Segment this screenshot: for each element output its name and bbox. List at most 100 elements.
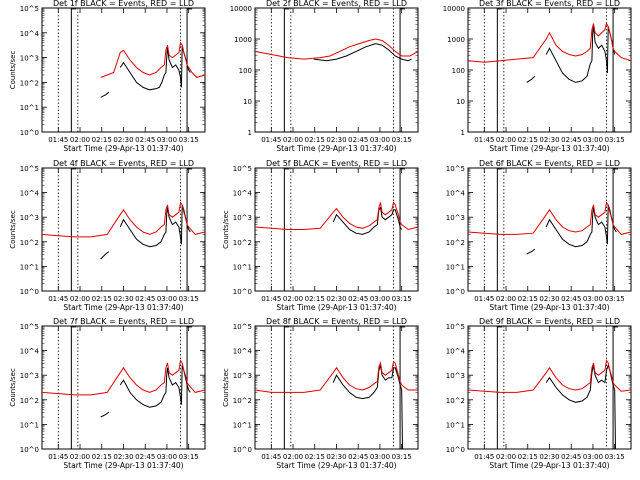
- y-tick-label: 10^2: [446, 239, 465, 247]
- series-red-line: [100, 41, 206, 78]
- y-tick-label: 10^5: [20, 165, 39, 173]
- x-tick-label: 02:45: [348, 136, 368, 144]
- x-tick-label: 02:30: [539, 295, 559, 303]
- x-tick-label: 02:15: [518, 136, 538, 144]
- y-tick-label: 10^4: [20, 348, 40, 356]
- series-red-line: [41, 359, 206, 396]
- y-tick-label: 10^3: [20, 214, 39, 222]
- y-tick-label: 1000: [234, 36, 252, 44]
- x-tick-label: 02:00: [70, 453, 90, 461]
- y-tick-label: 10^0: [20, 129, 39, 137]
- panel-title: Det 8f BLACK = Events, RED = LLD: [266, 317, 407, 326]
- y-tick-label: 10^0: [446, 446, 465, 454]
- x-tick-label: 03:15: [392, 453, 412, 461]
- x-tick-label: 03:00: [157, 136, 177, 144]
- detector-panel-5: Det 5f BLACK = Events, RED = LLD 10^0 10^1…: [222, 159, 419, 312]
- y-tick-label: 10^0: [446, 288, 465, 296]
- x-tick-label: 02:30: [539, 136, 559, 144]
- y-tick-label: 10^3: [446, 372, 465, 380]
- y-tick-label: 10000: [443, 5, 465, 13]
- x-tick-label: 01:45: [261, 295, 281, 303]
- x-tick-label: 02:30: [113, 136, 133, 144]
- y-tick-label: 10^4: [233, 190, 253, 198]
- x-tick-label: 02:00: [496, 136, 516, 144]
- y-tick-label: 10^5: [20, 323, 39, 331]
- x-tick-label: 02:00: [496, 453, 516, 461]
- y-tick-label: 10^5: [446, 323, 465, 331]
- y-tick-label: 10^1: [233, 263, 252, 271]
- detector-panel-7: Det 7f BLACK = Events, RED = LLD 10^0 10^1…: [9, 317, 206, 470]
- x-tick-label: 03:15: [179, 295, 199, 303]
- x-tick-label: 03:00: [583, 453, 603, 461]
- y-tick-label: 10: [243, 98, 252, 106]
- x-tick-label: 03:00: [583, 136, 603, 144]
- y-tick-label: 10^2: [20, 79, 39, 87]
- x-tick-label: 02:45: [561, 295, 581, 303]
- y-axis-label: Counts/sec: [9, 368, 17, 407]
- x-tick-label: 01:45: [261, 453, 281, 461]
- y-tick-label: 10^0: [233, 288, 252, 296]
- x-tick-label: 02:15: [518, 295, 538, 303]
- x-tick-label: 01:45: [474, 453, 494, 461]
- y-tick-label: 10^1: [20, 104, 39, 112]
- y-tick-label: 10^3: [233, 372, 252, 380]
- y-axis-label: Counts/sec: [9, 51, 17, 90]
- series-black-line: [313, 43, 412, 62]
- series-black-line: [119, 365, 191, 408]
- x-tick-label: 02:15: [92, 136, 112, 144]
- x-tick-label: 03:15: [605, 453, 625, 461]
- y-tick-label: 10^0: [20, 288, 39, 296]
- series-red-line: [467, 201, 632, 235]
- x-tick-label: 02:00: [283, 453, 303, 461]
- panel-title: Det 5f BLACK = Events, RED = LLD: [266, 159, 407, 168]
- y-tick-label: 10^1: [446, 421, 465, 429]
- y-tick-label: 10^3: [20, 55, 39, 63]
- x-tick-label: 02:15: [305, 295, 325, 303]
- y-tick-label: 10^4: [446, 190, 466, 198]
- y-tick-label: 10^0: [20, 446, 39, 454]
- y-tick-label: 10^1: [446, 263, 465, 271]
- panel-title: Det 4f BLACK = Events, RED = LLD: [53, 159, 194, 168]
- x-tick-label: 02:00: [283, 295, 303, 303]
- y-tick-label: 100: [239, 67, 252, 75]
- series-black-line: [119, 45, 191, 91]
- detector-panel-6: Det 6f BLACK = Events, RED = LLD 10^0 10^1…: [446, 159, 632, 312]
- detector-panel-8: Det 8f BLACK = Events, RED = LLD 10^0 10^1…: [222, 317, 419, 470]
- y-tick-label: 10^5: [233, 323, 252, 331]
- detector-panel-4: Det 4f BLACK = Events, RED = LLD 10^0 10^1…: [9, 159, 206, 312]
- x-tick-label: 02:45: [135, 295, 155, 303]
- y-tick-label: 10^4: [20, 30, 40, 38]
- x-tick-label: 03:00: [157, 453, 177, 461]
- y-tick-label: 10^4: [20, 190, 40, 198]
- x-tick-label: 02:45: [348, 453, 368, 461]
- x-tick-label: 02:15: [92, 453, 112, 461]
- y-tick-label: 10000: [230, 5, 252, 13]
- y-tick-label: 10^2: [233, 397, 252, 405]
- detector-panel-9: Det 9f BLACK = Events, RED = LLD 10^0 10^1…: [446, 317, 632, 470]
- x-tick-label: 01:45: [48, 136, 68, 144]
- y-tick-label: 1: [461, 129, 465, 137]
- y-tick-label: 10^4: [446, 348, 466, 356]
- x-tick-label: 01:45: [48, 453, 68, 461]
- series-black-line: [526, 248, 536, 255]
- x-tick-label: 03:00: [370, 136, 390, 144]
- x-axis-label: Start Time (29-Apr-13 01:37:40): [276, 303, 396, 312]
- series-red-line: [467, 359, 632, 393]
- y-tick-label: 10^3: [20, 372, 39, 380]
- x-tick-label: 01:45: [474, 136, 494, 144]
- x-tick-label: 02:00: [70, 136, 90, 144]
- x-tick-label: 03:00: [583, 295, 603, 303]
- x-axis-label: Start Time (29-Apr-13 01:37:40): [489, 144, 609, 153]
- x-tick-label: 03:00: [370, 295, 390, 303]
- x-axis-label: Start Time (29-Apr-13 01:37:40): [63, 461, 183, 470]
- panel-title: Det 3f BLACK = Events, RED = LLD: [479, 0, 620, 8]
- detector-panel-2: Det 2f BLACK = Events, RED = LLD 1 10 100 10…: [230, 0, 419, 153]
- y-tick-label: 10^2: [446, 397, 465, 405]
- x-tick-label: 02:45: [348, 295, 368, 303]
- series-red-line: [254, 201, 419, 231]
- series-red-line: [254, 38, 419, 60]
- x-tick-label: 02:30: [113, 453, 133, 461]
- series-black-line: [100, 251, 110, 260]
- panel-title: Det 9f BLACK = Events, RED = LLD: [479, 317, 620, 326]
